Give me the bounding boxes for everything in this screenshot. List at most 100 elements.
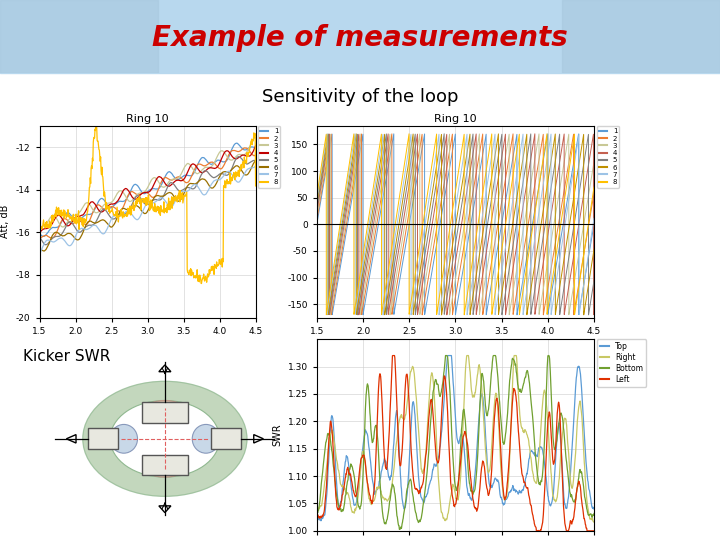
Line: 1: 1: [40, 143, 256, 237]
1: [164, 168, 173, 175]
2: [138, 190, 146, 197]
3: [164, 180, 173, 186]
8: [419, 219, 428, 225]
Y-axis label: Att, dB: Att, dB: [0, 205, 10, 238]
Bar: [562, 0, 720, 73]
Ellipse shape: [145, 401, 186, 420]
2: [344, 209, 353, 215]
Line: 7: 7: [317, 134, 594, 315]
6: [35, 245, 44, 252]
8: [91, 119, 100, 125]
Right: [463, 352, 472, 359]
Top: [330, 433, 338, 440]
7: [152, 198, 161, 204]
6: [344, 181, 353, 187]
8: [251, 183, 260, 189]
Right: [490, 410, 498, 416]
3: [585, 191, 593, 197]
3: [312, 213, 321, 220]
5: [554, 136, 563, 143]
2: [312, 217, 321, 224]
4: [139, 190, 148, 196]
8: [197, 280, 206, 287]
Circle shape: [110, 401, 220, 477]
Top: [552, 447, 560, 453]
2: [590, 190, 598, 197]
4: [431, 203, 439, 210]
Left: [474, 503, 482, 509]
8: [361, 240, 369, 246]
Left: [532, 528, 541, 534]
Line: 8: 8: [40, 122, 256, 284]
Left: [481, 473, 490, 480]
Left: [330, 457, 338, 463]
Bottom: [441, 352, 450, 359]
Line: 1: 1: [317, 134, 594, 315]
3: [212, 154, 221, 161]
Ellipse shape: [192, 424, 220, 453]
7: [590, 215, 598, 221]
Title: Ring 10: Ring 10: [434, 113, 477, 124]
4: [212, 164, 221, 171]
1: [251, 145, 260, 151]
4: [585, 160, 593, 166]
6: [312, 201, 321, 207]
1: [419, 139, 428, 145]
8: [138, 195, 147, 202]
8: [213, 263, 222, 269]
4: [554, 163, 563, 170]
5: [312, 205, 321, 212]
8: [344, 166, 353, 173]
7: [585, 249, 593, 255]
1: [513, 312, 521, 318]
6: [246, 166, 255, 172]
8: [554, 233, 563, 240]
Legend: 1, 2, 3, 4, 5, 6, 7, 8: 1, 2, 3, 4, 5, 6, 7, 8: [597, 126, 619, 187]
Top: [482, 436, 490, 442]
Line: 2: 2: [317, 134, 594, 315]
1: [140, 191, 148, 197]
5: [153, 197, 161, 203]
Bottom: [552, 441, 560, 447]
7: [35, 251, 44, 258]
2: [240, 145, 248, 151]
3: [590, 159, 598, 165]
3: [35, 224, 44, 231]
2: [361, 292, 369, 299]
7: [164, 202, 173, 208]
Line: 4: 4: [317, 134, 594, 315]
2: [419, 306, 428, 312]
6: [40, 248, 48, 254]
Line: 7: 7: [40, 166, 256, 254]
5: [590, 278, 598, 284]
4: [164, 183, 173, 189]
Title: Ring 10: Ring 10: [126, 113, 169, 124]
Left: [490, 426, 498, 433]
Line: 5: 5: [317, 134, 594, 315]
3: [361, 282, 369, 289]
3: [344, 201, 353, 208]
1: [585, 252, 593, 259]
2: [554, 219, 563, 225]
Bottom: [395, 526, 404, 532]
7: [379, 312, 387, 318]
8: [312, 193, 321, 199]
Line: 6: 6: [40, 161, 256, 251]
Left: [590, 528, 598, 534]
Bottom: [523, 368, 532, 375]
6: [140, 210, 148, 217]
8: [460, 312, 469, 318]
3: [246, 142, 255, 149]
Top: [312, 514, 321, 520]
FancyBboxPatch shape: [142, 455, 188, 475]
FancyBboxPatch shape: [142, 402, 188, 422]
Left: [312, 511, 321, 517]
4: [152, 176, 161, 183]
1: [138, 190, 147, 196]
6: [431, 172, 439, 178]
Text: Sensitivity of the loop: Sensitivity of the loop: [262, 88, 458, 106]
8: [590, 184, 598, 191]
1: [590, 221, 598, 227]
Bottom: [330, 465, 338, 471]
6: [585, 280, 593, 286]
